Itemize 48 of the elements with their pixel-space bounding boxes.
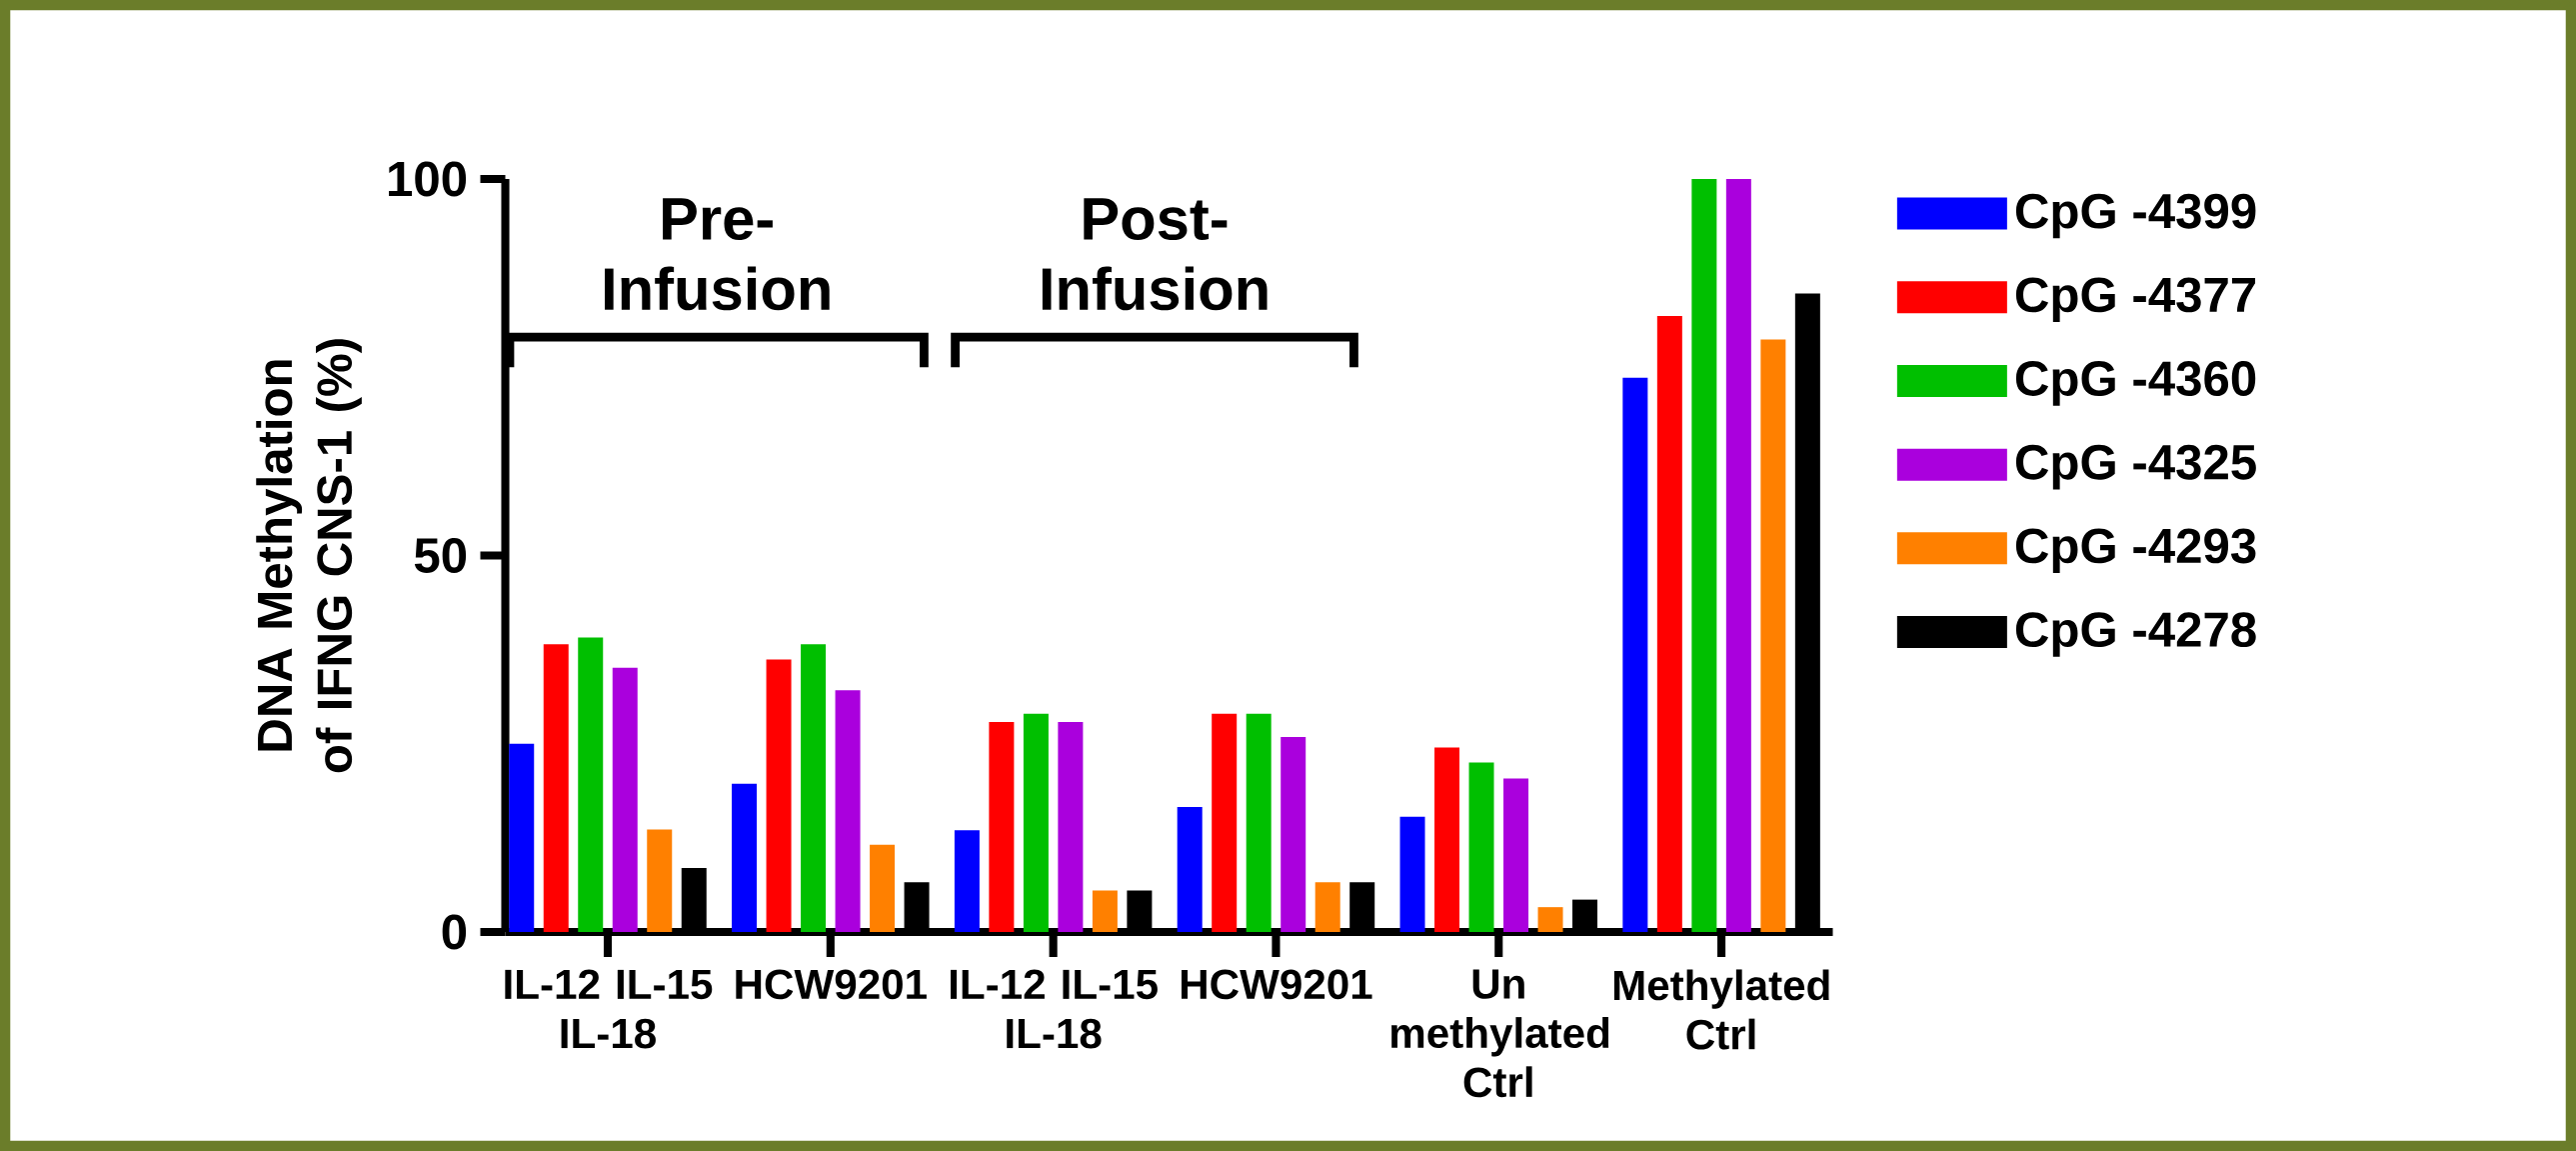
bar xyxy=(1691,178,1717,932)
bar xyxy=(1246,713,1272,932)
x-tick-label: HCW9201 xyxy=(1182,969,1372,1000)
bar xyxy=(1622,377,1648,932)
bar xyxy=(578,637,604,932)
bar xyxy=(870,844,896,932)
bar xyxy=(801,644,827,932)
bar xyxy=(1023,713,1049,932)
x-tick-label: Un methylated Ctrl xyxy=(1391,969,1609,1098)
bar xyxy=(1177,807,1203,932)
bar xyxy=(1434,747,1460,932)
bar xyxy=(954,830,980,932)
bar xyxy=(1760,339,1786,932)
bar xyxy=(1725,178,1751,932)
annotation: Post- Infusion xyxy=(1042,198,1268,311)
bar xyxy=(543,644,569,932)
annotation: Pre- Infusion xyxy=(605,198,830,311)
legend-label: CpG -4293 xyxy=(2015,528,2256,574)
legend-label: CpG -4360 xyxy=(2015,361,2256,406)
x-tick-label: IL-12 IL-15 IL-18 xyxy=(505,969,713,1049)
bar xyxy=(1503,778,1529,932)
bar xyxy=(1399,816,1425,932)
bar xyxy=(1468,762,1494,932)
x-tick-label: IL-12 IL-15 IL-18 xyxy=(950,969,1158,1049)
bar xyxy=(1656,316,1682,932)
bar xyxy=(835,690,861,932)
y-tick-label: 50 xyxy=(414,538,467,573)
bar xyxy=(647,829,673,932)
y-tick-label: 0 xyxy=(442,914,467,950)
bar xyxy=(766,659,792,932)
bar xyxy=(612,667,638,932)
legend-label: CpG -4278 xyxy=(2015,612,2256,657)
x-tick-label: HCW9201 xyxy=(736,969,927,1000)
bar xyxy=(509,743,535,932)
bar xyxy=(1537,907,1563,932)
bar xyxy=(1281,736,1306,932)
legend-label: CpG -4377 xyxy=(2015,277,2256,322)
bar xyxy=(989,721,1015,932)
y-axis-title: DNA Methylation of IFNG CNS-1 (%) xyxy=(256,339,362,773)
bar xyxy=(1212,713,1238,932)
y-tick-label: 100 xyxy=(389,161,467,197)
legend-label: CpG -4399 xyxy=(2015,193,2256,239)
bar xyxy=(1314,882,1340,932)
bar xyxy=(1092,890,1118,932)
bar xyxy=(732,783,758,932)
bar xyxy=(1058,721,1084,932)
legend-label: CpG -4325 xyxy=(2015,444,2256,490)
x-tick-label: Methylated Ctrl xyxy=(1613,969,1829,1050)
